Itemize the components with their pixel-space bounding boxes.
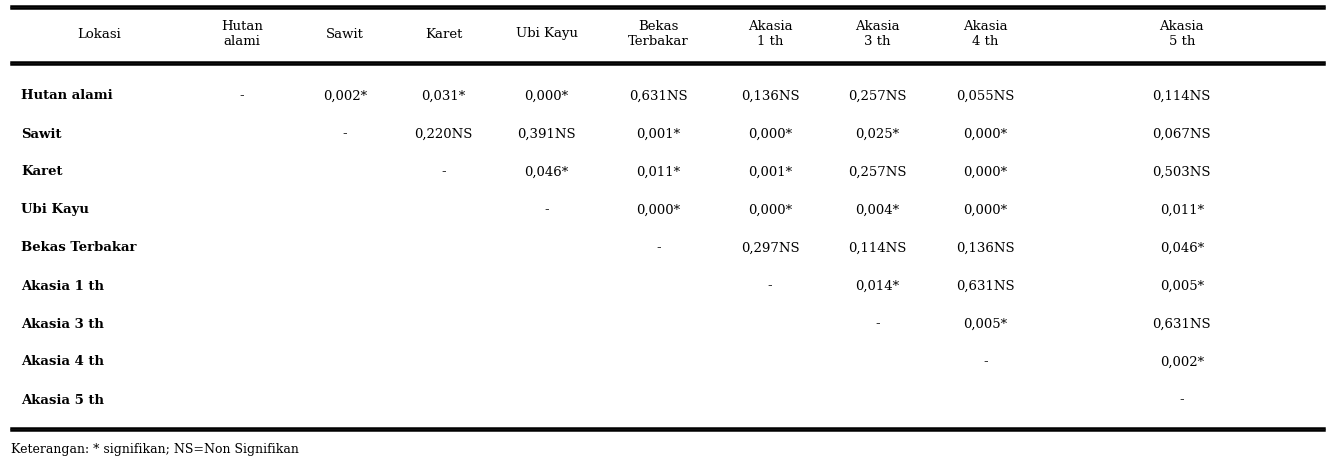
Text: Ubi Kayu: Ubi Kayu [21,204,89,217]
Text: 0,067NS: 0,067NS [1152,127,1211,140]
Text: 0,005*: 0,005* [1160,279,1204,292]
Text: 0,025*: 0,025* [856,127,900,140]
Text: -: - [1180,394,1184,407]
Text: 0,002*: 0,002* [323,89,367,102]
Text: Hutan alami: Hutan alami [21,89,113,102]
Text: 0,136NS: 0,136NS [956,241,1015,255]
Text: 0,005*: 0,005* [964,317,1008,330]
Text: Akasia 5 th: Akasia 5 th [21,394,104,407]
Text: 0,503NS: 0,503NS [1152,166,1211,178]
Text: 0,257NS: 0,257NS [849,166,906,178]
Text: 0,000*: 0,000* [964,166,1008,178]
Text: -: - [983,356,988,368]
Text: 0,297NS: 0,297NS [741,241,800,255]
Text: Ubi Kayu: Ubi Kayu [515,28,578,41]
Text: 0,257NS: 0,257NS [849,89,906,102]
Text: Karet: Karet [425,28,462,41]
Text: Akasia 4 th: Akasia 4 th [21,356,104,368]
Text: -: - [655,241,661,255]
Text: 0,011*: 0,011* [637,166,681,178]
Text: Akasia
4 th: Akasia 4 th [963,20,1008,48]
Text: 0,000*: 0,000* [964,204,1008,217]
Text: Keterangan: * signifikan; NS=Non Signifikan: Keterangan: * signifikan; NS=Non Signifi… [11,444,299,456]
Text: -: - [239,89,244,102]
Text: 0,391NS: 0,391NS [518,127,575,140]
Text: 0,055NS: 0,055NS [956,89,1015,102]
Text: 0,220NS: 0,220NS [414,127,473,140]
Text: -: - [768,279,772,292]
Text: 0,631NS: 0,631NS [629,89,688,102]
Text: Bekas
Terbakar: Bekas Terbakar [627,20,689,48]
Text: 0,136NS: 0,136NS [741,89,800,102]
Text: Lokasi: Lokasi [77,28,121,41]
Text: 0,014*: 0,014* [856,279,900,292]
Text: 0,046*: 0,046* [525,166,569,178]
Text: 0,000*: 0,000* [748,204,792,217]
Text: Akasia
3 th: Akasia 3 th [856,20,900,48]
Text: -: - [343,127,347,140]
Text: 0,031*: 0,031* [422,89,466,102]
Text: Sawit: Sawit [21,127,61,140]
Text: 0,011*: 0,011* [1160,204,1204,217]
Text: 0,114NS: 0,114NS [1152,89,1211,102]
Text: 0,002*: 0,002* [1160,356,1204,368]
Text: Karet: Karet [21,166,63,178]
Text: -: - [876,317,880,330]
Text: 0,001*: 0,001* [748,166,792,178]
Text: -: - [441,166,446,178]
Text: Sawit: Sawit [326,28,364,41]
Text: Hutan
alami: Hutan alami [222,20,263,48]
Text: 0,046*: 0,046* [1160,241,1204,255]
Text: 0,004*: 0,004* [856,204,900,217]
Text: 0,000*: 0,000* [964,127,1008,140]
Text: 0,114NS: 0,114NS [849,241,906,255]
Text: Akasia 3 th: Akasia 3 th [21,317,104,330]
Text: Akasia
5 th: Akasia 5 th [1160,20,1204,48]
Text: 0,000*: 0,000* [637,204,681,217]
Text: Bekas Terbakar: Bekas Terbakar [21,241,138,255]
Text: 0,631NS: 0,631NS [956,279,1015,292]
Text: 0,000*: 0,000* [748,127,792,140]
Text: 0,631NS: 0,631NS [1152,317,1211,330]
Text: Akasia
1 th: Akasia 1 th [748,20,792,48]
Text: Akasia 1 th: Akasia 1 th [21,279,104,292]
Text: 0,000*: 0,000* [525,89,569,102]
Text: -: - [545,204,549,217]
Text: 0,001*: 0,001* [637,127,681,140]
